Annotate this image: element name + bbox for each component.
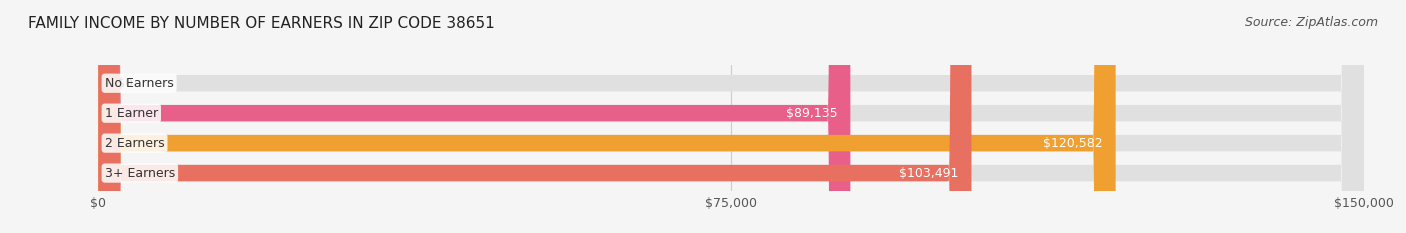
Text: 3+ Earners: 3+ Earners xyxy=(105,167,174,180)
FancyBboxPatch shape xyxy=(98,0,851,233)
Text: $120,582: $120,582 xyxy=(1043,137,1102,150)
FancyBboxPatch shape xyxy=(98,0,972,233)
Text: No Earners: No Earners xyxy=(105,77,173,90)
Text: 1 Earner: 1 Earner xyxy=(105,107,157,120)
Text: $103,491: $103,491 xyxy=(900,167,959,180)
FancyBboxPatch shape xyxy=(98,0,1364,233)
Text: FAMILY INCOME BY NUMBER OF EARNERS IN ZIP CODE 38651: FAMILY INCOME BY NUMBER OF EARNERS IN ZI… xyxy=(28,16,495,31)
FancyBboxPatch shape xyxy=(98,0,1364,233)
Text: $0: $0 xyxy=(118,77,134,90)
FancyBboxPatch shape xyxy=(98,0,1364,233)
FancyBboxPatch shape xyxy=(98,0,1115,233)
Text: $89,135: $89,135 xyxy=(786,107,838,120)
Text: Source: ZipAtlas.com: Source: ZipAtlas.com xyxy=(1244,16,1378,29)
Text: 2 Earners: 2 Earners xyxy=(105,137,165,150)
FancyBboxPatch shape xyxy=(98,0,1364,233)
